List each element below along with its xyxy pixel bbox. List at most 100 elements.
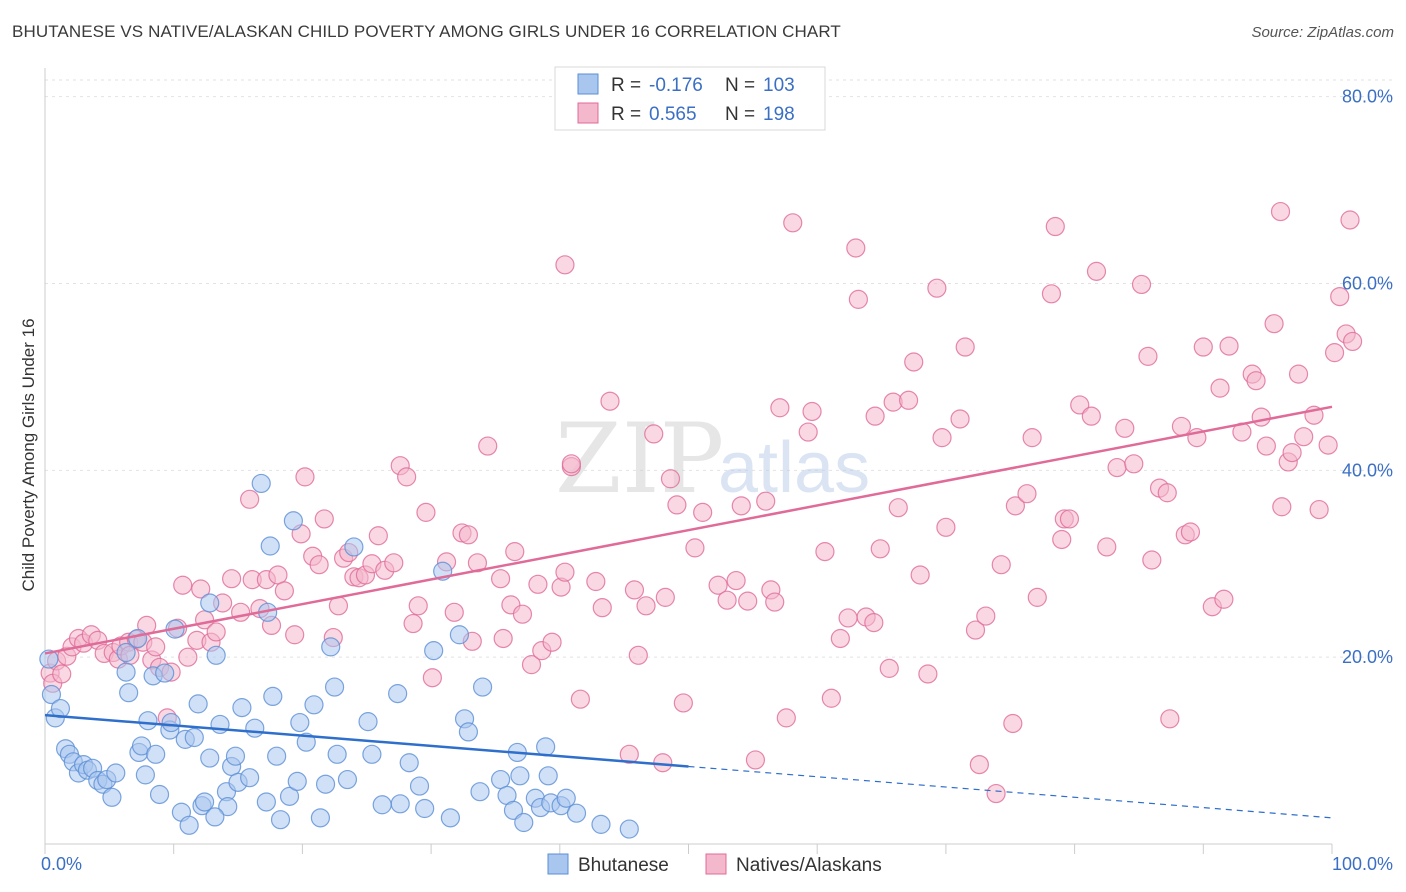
natives-point-76 [512,604,533,624]
natives-point-85 [586,571,606,592]
natives-point-98 [693,502,713,522]
axes [44,68,1333,854]
bhutanese-point-0 [39,649,59,669]
natives-point-94 [660,469,681,489]
natives-point-160 [1157,483,1177,503]
natives-point-118 [848,289,868,309]
natives-point-144 [1041,284,1062,304]
natives-point-104 [745,750,766,770]
natives-point-185 [1324,343,1345,363]
natives-point-34 [231,602,251,622]
natives-point-184 [1318,435,1338,455]
series-legend: Bhutanese Natives/Alaskans [547,853,882,876]
grid-lines [45,79,1392,658]
natives-point-116 [838,608,858,628]
bhutanese-point-1 [41,684,62,705]
natives-point-72 [490,569,511,589]
natives-point-35 [240,489,260,509]
bhutanese-point-59 [296,732,316,752]
bhutanese-point-17 [119,683,139,703]
legend-r-value-2: 0.565 [649,104,697,125]
bhutanese-point-53 [267,746,287,766]
bhutanese-point-44 [225,746,246,766]
bhutanese-point-24 [146,744,166,764]
natives-point-73 [493,628,513,649]
bhutanese-point-101 [409,776,430,796]
bhutanese-point-52 [263,686,283,707]
natives-point-25 [173,575,193,595]
natives-point-41 [274,581,294,601]
natives-point-155 [1124,454,1144,474]
natives-point-124 [888,498,908,518]
bhutanese-point-67 [358,712,378,732]
natives-point-150 [1081,406,1101,426]
legend-r-label-2: R = [611,104,641,125]
natives-point-145 [1045,216,1065,237]
bhutanese-point-37 [200,748,220,768]
natives-point-121 [870,539,890,559]
natives-point-151 [1086,261,1107,281]
natives-point-187 [1342,331,1363,352]
natives-point-95 [667,495,687,515]
natives-point-135 [969,754,989,775]
natives-point-140 [1005,496,1025,516]
bhutanese-point-100 [514,812,534,833]
bottom-legend-natives: Natives/Alaskans [736,855,882,876]
natives-point-80 [542,632,562,652]
natives-point-96 [673,693,693,713]
natives-point-128 [918,664,938,684]
natives-point-89 [624,580,645,600]
natives-point-102 [731,496,751,516]
natives-point-103 [738,591,758,611]
bhutanese-point-75 [449,625,470,645]
bhutanese-point-16 [116,642,136,663]
natives-point-110 [783,213,803,233]
natives-point-113 [815,542,835,562]
natives-point-90 [628,645,648,665]
bhutanese-point-62 [315,774,336,794]
natives-point-77 [521,655,542,675]
natives-point-62 [408,596,428,616]
natives-point-42 [285,625,305,645]
natives-point-168 [1210,378,1230,398]
natives-point-157 [1138,346,1158,366]
natives-point-194 [561,454,581,474]
natives-point-181 [1294,427,1314,447]
bhutanese-point-39 [206,645,226,665]
natives-point-137 [986,783,1006,804]
bhutanese-point-64 [324,677,345,697]
legend-r-label-1: R = [611,75,641,96]
bhutanese-point-74 [440,808,461,828]
bhutanese-point-86 [536,737,556,757]
natives-point-136 [976,606,996,626]
natives-point-173 [1246,371,1266,391]
natives-point-56 [368,526,388,546]
bhutanese-point-93 [619,819,639,839]
natives-point-91 [636,596,656,616]
natives-point-99 [708,575,728,595]
natives-point-161 [1160,709,1180,729]
bhutanese-point-55 [279,786,300,806]
natives-point-139 [1003,713,1023,734]
natives-point-84 [570,689,590,709]
natives-point-87 [600,391,620,411]
natives-point-166 [1193,337,1213,357]
bhutanese-point-69 [390,794,410,814]
bhutanese-trend-extension [688,765,1333,819]
y-tick-label-3: 80.0% [1342,87,1393,107]
bhutanese-point-83 [510,766,530,786]
natives-point-152 [1097,537,1117,557]
natives-point-61 [403,613,423,634]
natives-point-120 [865,406,885,426]
natives-point-162 [1171,416,1192,437]
natives-point-105 [756,491,776,511]
natives-point-138 [991,555,1011,575]
bhutanese-point-96 [337,769,358,790]
natives-point-146 [1052,529,1072,550]
bhutanese-point-26 [155,663,175,683]
y-axis-label: Child Poverty Among Girls Under 16 [19,318,38,591]
legend-pink-swatch [577,102,599,124]
natives-point-189 [1270,201,1291,222]
natives-point-164 [1180,522,1201,542]
bhutanese-point-99 [470,782,490,802]
